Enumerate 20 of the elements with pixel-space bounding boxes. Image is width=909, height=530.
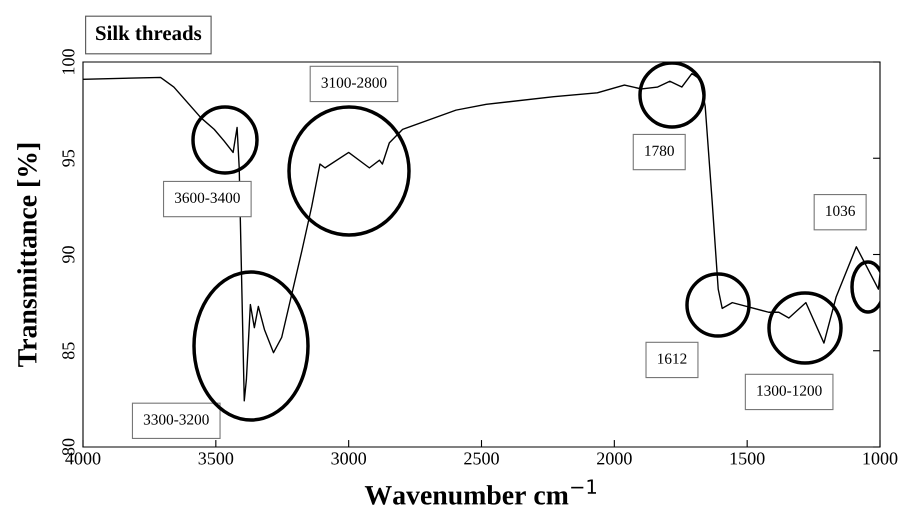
- x-tick-label: 2000: [597, 452, 632, 465]
- annotation: 1300-1200: [757, 385, 822, 396]
- x-tick-label: 3000: [331, 452, 366, 465]
- annotation: 3100-2800: [322, 77, 386, 88]
- annotation: 3300-3200: [144, 414, 209, 425]
- x-tick-label: 1000: [864, 452, 898, 465]
- x-tick-label: 1500: [730, 452, 765, 465]
- y-tick-label: 85: [62, 342, 74, 360]
- annotation: 1612: [658, 354, 686, 364]
- annotation: 3600-3400: [174, 192, 240, 203]
- y-tick-label: 95: [62, 150, 74, 167]
- x-tick-label: 2500: [464, 452, 499, 465]
- y-tick-label: 100: [62, 49, 74, 74]
- y-axis-title: Transmittance [%]: [17, 144, 40, 367]
- x-tick-label: 3500: [198, 452, 234, 465]
- y-tick-label: 90: [62, 246, 74, 263]
- x-axis-title: Wavenumber cm$^{−1}$: [364, 480, 596, 505]
- chart-title: Silk threads: [96, 26, 202, 40]
- annotation: 1036: [826, 206, 855, 216]
- annotation: 1780: [645, 146, 674, 156]
